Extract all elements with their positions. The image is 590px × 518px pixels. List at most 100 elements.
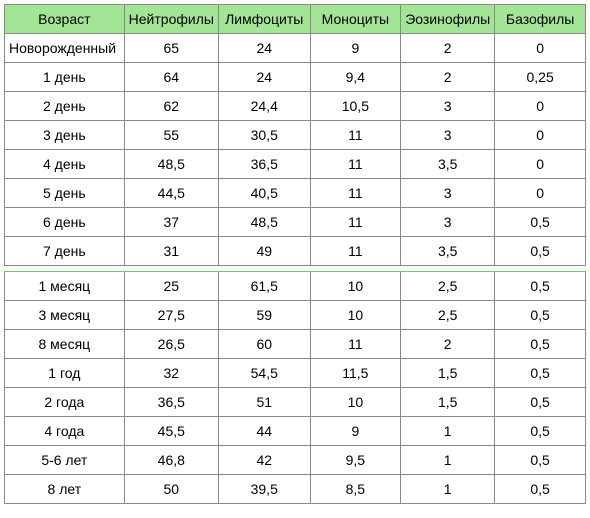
data-cell: 24 [218,63,310,92]
table-row: 8 месяц26,5601120,5 [5,330,586,359]
data-cell: 11 [310,150,401,179]
data-cell: 32 [124,359,218,388]
header-row: Возраст Нейтрофилы Лимфоциты Моноциты Эо… [5,5,586,34]
data-cell: 0 [495,121,586,150]
table-row: 3 день5530,51130 [5,121,586,150]
data-cell: 0 [495,92,586,121]
col-header-monocytes: Моноциты [310,5,401,34]
data-cell: 64 [124,63,218,92]
age-cell: 3 месяц [5,301,125,330]
table-row: 1 месяц2561,5102,50,5 [5,272,586,301]
data-cell: 55 [124,121,218,150]
data-cell: 65 [124,34,218,63]
data-cell: 36,5 [124,388,218,417]
data-cell: 36,5 [218,150,310,179]
data-cell: 0 [495,34,586,63]
data-cell: 62 [124,92,218,121]
data-cell: 11,5 [310,359,401,388]
data-cell: 10,5 [310,92,401,121]
table-row: 5 день44,540,51130 [5,179,586,208]
data-cell: 2,5 [401,272,495,301]
data-cell: 1,5 [401,359,495,388]
table-row: 2 года36,551101,50,5 [5,388,586,417]
data-table: Возраст Нейтрофилы Лимфоциты Моноциты Эо… [4,4,586,504]
age-cell: 1 год [5,359,125,388]
data-cell: 9,4 [310,63,401,92]
data-cell: 1 [401,475,495,504]
age-cell: 8 лет [5,475,125,504]
table-row: 1 год3254,511,51,50,5 [5,359,586,388]
data-cell: 11 [310,330,401,359]
col-header-lymphocytes: Лимфоциты [218,5,310,34]
data-cell: 9 [310,34,401,63]
data-cell: 37 [124,208,218,237]
col-header-eosinophils: Эозинофилы [401,5,495,34]
data-cell: 59 [218,301,310,330]
age-cell: 4 день [5,150,125,179]
data-cell: 40,5 [218,179,310,208]
data-cell: 0,5 [495,330,586,359]
table-row: Новорожденный6524920 [5,34,586,63]
table-row: 4 года45,544910,5 [5,417,586,446]
data-cell: 3 [401,208,495,237]
data-cell: 0,5 [495,475,586,504]
table-row: 3 месяц27,559102,50,5 [5,301,586,330]
data-cell: 50 [124,475,218,504]
data-cell: 42 [218,446,310,475]
data-cell: 0,5 [495,208,586,237]
data-cell: 0,5 [495,237,586,266]
data-cell: 48,5 [124,150,218,179]
data-cell: 3,5 [401,150,495,179]
data-cell: 0 [495,150,586,179]
age-cell: Новорожденный [5,34,125,63]
data-cell: 8,5 [310,475,401,504]
data-cell: 3 [401,179,495,208]
table-row: 8 лет5039,58,510,5 [5,475,586,504]
data-cell: 0,25 [495,63,586,92]
data-cell: 0,5 [495,359,586,388]
data-cell: 44 [218,417,310,446]
data-cell: 11 [310,208,401,237]
age-cell: 1 месяц [5,272,125,301]
data-cell: 10 [310,301,401,330]
data-cell: 11 [310,237,401,266]
age-cell: 1 день [5,63,125,92]
table-row: 4 день48,536,5113,50 [5,150,586,179]
data-cell: 51 [218,388,310,417]
data-cell: 25 [124,272,218,301]
col-header-basophils: Базофилы [495,5,586,34]
data-cell: 46,8 [124,446,218,475]
data-cell: 3,5 [401,237,495,266]
data-cell: 11 [310,121,401,150]
data-cell: 0 [495,179,586,208]
age-cell: 5 день [5,179,125,208]
table-row: 1 день64249,420,25 [5,63,586,92]
data-cell: 30,5 [218,121,310,150]
data-cell: 11 [310,179,401,208]
data-cell: 39,5 [218,475,310,504]
data-cell: 24 [218,34,310,63]
data-cell: 1,5 [401,388,495,417]
age-cell: 8 месяц [5,330,125,359]
data-cell: 9 [310,417,401,446]
age-cell: 3 день [5,121,125,150]
data-cell: 9,5 [310,446,401,475]
table-header: Возраст Нейтрофилы Лимфоциты Моноциты Эо… [5,5,586,34]
data-cell: 44,5 [124,179,218,208]
age-cell: 6 день [5,208,125,237]
age-cell: 7 день [5,237,125,266]
data-cell: 2,5 [401,301,495,330]
data-cell: 27,5 [124,301,218,330]
data-cell: 3 [401,121,495,150]
data-cell: 1 [401,417,495,446]
table-row: 5-6 лет46,8429,510,5 [5,446,586,475]
table-row: 2 день6224,410,530 [5,92,586,121]
table-row: 6 день3748,51130,5 [5,208,586,237]
data-cell: 0,5 [495,388,586,417]
data-cell: 60 [218,330,310,359]
data-cell: 31 [124,237,218,266]
data-cell: 26,5 [124,330,218,359]
data-cell: 1 [401,446,495,475]
age-cell: 2 года [5,388,125,417]
data-cell: 49 [218,237,310,266]
